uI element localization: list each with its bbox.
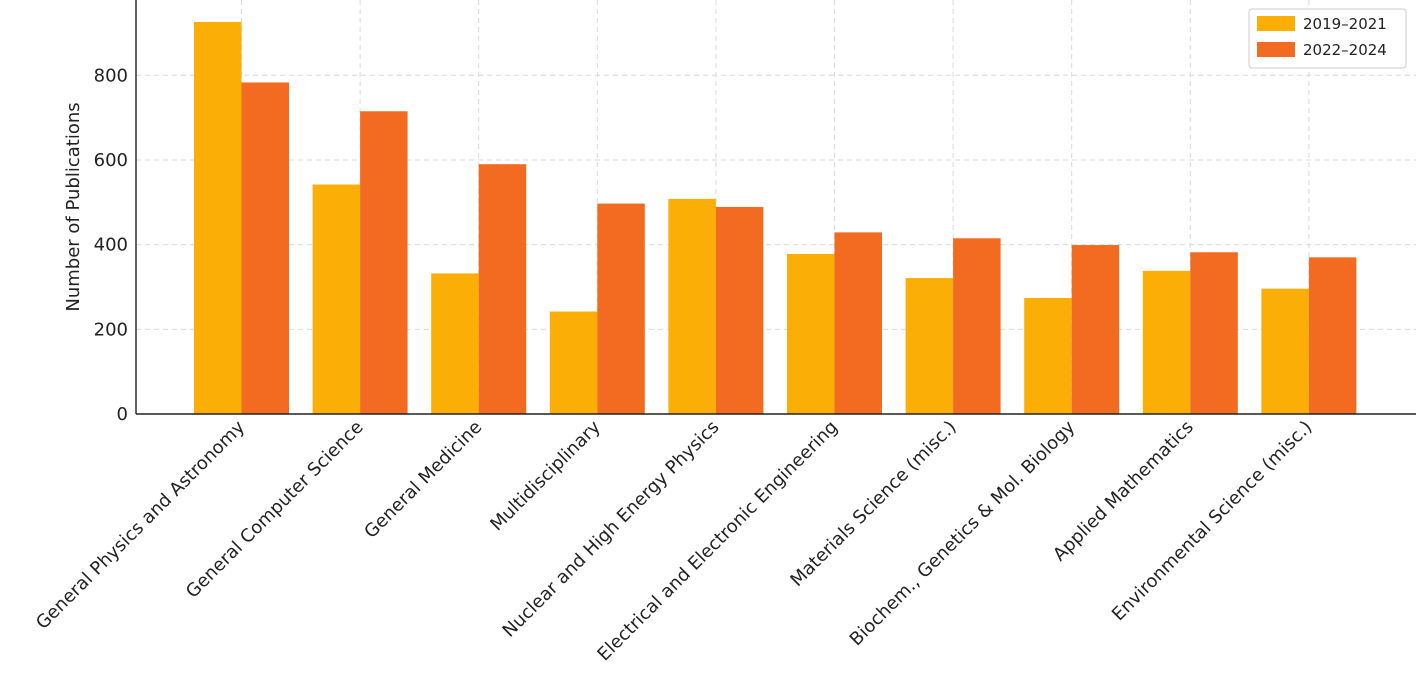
legend-label-2019-2021: 2019–2021 [1303,15,1387,33]
y-tick-label-200: 200 [94,319,128,340]
bar-2022-2024-nuclear-and-high-energy-physics [715,206,764,414]
y-tick-label-600: 600 [94,150,128,171]
bar-2022-2024-environmental-science-misc [1308,257,1357,414]
bar-2019-2021-biochem-genetics-mol-biology [1024,297,1072,414]
x-tick-label-general-physics-and-astronomy: General Physics and Astronomy [32,416,249,633]
y-tick-label-800: 800 [94,65,128,86]
bar-2022-2024-general-medicine [478,164,527,414]
bar-2019-2021-general-medicine [431,273,479,414]
bar-2019-2021-applied-mathematics [1142,270,1191,414]
bar-2019-2021-environmental-science-misc [1261,288,1309,414]
bar-2022-2024-general-physics-and-astronomy [241,82,289,415]
legend: 2019–2021 2022–2024 [1248,8,1407,69]
legend-label-2022-2024: 2022–2024 [1303,41,1387,59]
bars-layer [194,21,1357,415]
x-tick-label-nuclear-and-high-energy-physics: Nuclear and High Energy Physics [499,417,724,642]
x-tick-label-electrical-and-electronic-engineering: Electrical and Electronic Engineering [593,417,842,666]
bar-2022-2024-applied-mathematics [1190,252,1238,414]
y-axis-title: Number of Publications [63,102,84,311]
y-tick-labels: 0 200 400 600 800 [94,65,128,425]
x-tick-label-multidisciplinary: Multidisciplinary [486,416,605,535]
y-tick-label-400: 400 [94,235,128,256]
legend-swatch-2022-2024 [1257,42,1295,57]
bar-2022-2024-materials-science-misc [953,238,1001,414]
bar-2022-2024-biochem-genetics-mol-biology [1071,245,1120,414]
x-tick-label-environmental-science-misc: Environmental Science (misc.) [1108,417,1316,625]
bar-2019-2021-multidisciplinary [549,311,598,414]
bar-2019-2021-materials-science-misc [905,278,954,414]
bar-2019-2021-general-computer-science [312,184,361,414]
bar-2022-2024-multidisciplinary [597,203,645,414]
x-tick-label-general-medicine: General Medicine [360,417,486,543]
bar-2019-2021-electrical-and-electronic-engineering [787,253,835,414]
bar-2022-2024-electrical-and-electronic-engineering [834,232,882,414]
bar-2019-2021-nuclear-and-high-energy-physics [668,198,716,414]
y-tick-label-0: 0 [117,404,128,425]
bar-2019-2021-general-physics-and-astronomy [194,21,242,414]
axes-layer [135,0,1416,415]
bar-2022-2024-general-computer-science [360,111,408,415]
x-tick-label-biochem-genetics-mol-biology: Biochem., Genetics & Mol. Biology [846,416,1080,650]
legend-swatch-2019-2021 [1257,16,1295,31]
